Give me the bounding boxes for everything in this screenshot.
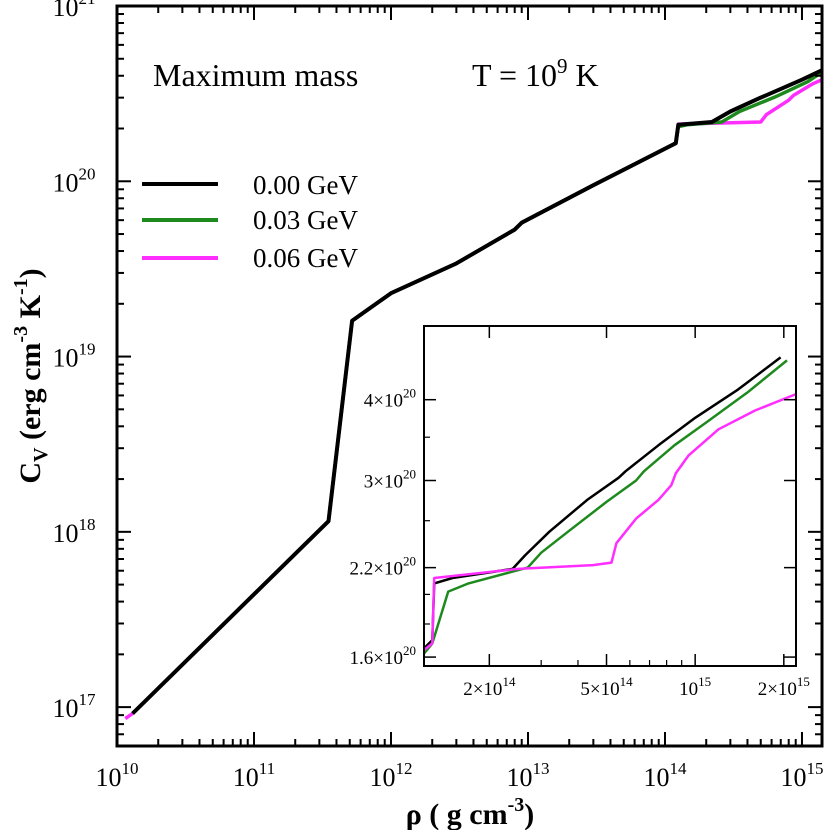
inset-y-tick-label-1-base: 2.2×10 — [350, 559, 403, 580]
x-tick-label-2: 1012 — [369, 759, 412, 792]
x-tick-label-0: 1010 — [96, 759, 139, 792]
inset-x-tick-label-3: 2×1015 — [758, 674, 810, 700]
legend-label-0: 0.00 GeV — [253, 170, 358, 200]
main-tick-labels: 1010 1011 1012 1013 1014 10151017101810191020… — [53, 0, 824, 792]
inset-y-tick-label-0-exp: 20 — [403, 643, 416, 658]
inset-y-tick-label-2: 3×1020 — [364, 467, 416, 493]
y-tick-label-4-exp: 21 — [79, 0, 96, 8]
x-tick-label-5-base: 10 — [780, 763, 806, 792]
y-tick-label-1: 1018 — [53, 515, 96, 548]
y-tick-label-4: 1021 — [53, 0, 96, 22]
y-tick-label-2-base: 10 — [53, 344, 79, 373]
x-tick-label-3-exp: 13 — [532, 759, 549, 778]
y-tick-label-3: 1020 — [53, 164, 96, 197]
inset-x-tick-label-2: 1015 — [679, 674, 711, 700]
y-tick-label-1-base: 10 — [53, 519, 79, 548]
x-tick-label-3-base: 10 — [506, 763, 532, 792]
y-tick-label-2: 1019 — [53, 340, 96, 373]
x-tick-label-5: 1015 — [780, 759, 823, 792]
x-tick-label-4-base: 10 — [643, 763, 669, 792]
y-axis-title-exp2: -1 — [10, 278, 32, 295]
x-axis-title-close: ) — [524, 798, 534, 830]
inset-x-tick-label-2-base: 10 — [679, 679, 698, 700]
inset-y-tick-label-2-base: 3×10 — [364, 472, 403, 493]
y-axis-title-main: C — [14, 462, 47, 484]
annotation-maximum-mass: Maximum mass — [153, 57, 358, 93]
annotation-temp-prefix: T = 10 — [472, 57, 557, 93]
x-tick-label-5-exp: 15 — [806, 759, 823, 778]
x-axis-title-exp: -3 — [508, 794, 525, 816]
inset-x-tick-label-3-base: 2×10 — [758, 679, 797, 700]
x-tick-label-1-base: 10 — [233, 763, 259, 792]
inset-series-line-2 — [423, 392, 797, 652]
legend-label-1: 0.03 GeV — [253, 205, 358, 235]
inset-series-line-1 — [423, 359, 788, 655]
main-plot: 1010 1011 1012 1013 1014 10151017101810191020… — [53, 0, 824, 792]
y-axis-title-mid: (erg cm — [14, 343, 47, 448]
inset-x-tick-label-0-exp: 14 — [502, 674, 516, 689]
x-tick-label-4: 1014 — [643, 759, 687, 792]
y-axis-title-exp1: -3 — [10, 326, 32, 343]
y-tick-label-2-exp: 19 — [79, 340, 96, 359]
y-tick-label-0-base: 10 — [53, 694, 79, 723]
legend: 0.00 GeV 0.03 GeV 0.06 GeV — [142, 170, 358, 273]
inset-x-tick-label-1: 5×1014 — [580, 674, 633, 700]
inset-x-tick-label-3-exp: 15 — [797, 674, 810, 689]
inset-y-tick-label-3: 4×1020 — [364, 386, 416, 412]
main-ticks — [116, 6, 822, 747]
inset-y-tick-label-0-base: 1.6×10 — [350, 648, 403, 669]
x-tick-label-4-exp: 14 — [669, 759, 687, 778]
y-tick-label-0-exp: 17 — [79, 690, 97, 709]
annotation-temperature: T = 109 K — [472, 54, 599, 93]
inset-x-tick-label-0-base: 2×10 — [463, 679, 502, 700]
y-tick-label-0: 1017 — [53, 690, 97, 723]
y-tick-label-4-base: 10 — [53, 0, 79, 22]
x-tick-label-0-base: 10 — [96, 763, 122, 792]
inset-y-tick-label-2-exp: 20 — [403, 467, 416, 482]
inset-y-tick-label-0: 1.6×1020 — [350, 643, 416, 669]
inset-frame — [423, 325, 797, 667]
x-tick-label-1: 1011 — [233, 759, 275, 792]
inset-y-tick-label-3-base: 4×10 — [364, 391, 403, 412]
annotation-temp-suffix: K — [568, 57, 599, 93]
legend-label-2: 0.06 GeV — [253, 243, 358, 273]
main-series-line-0 — [131, 68, 823, 715]
x-tick-label-1-exp: 11 — [259, 759, 275, 778]
y-axis-title-close: ) — [14, 268, 47, 278]
annotation-temp-exp: 9 — [557, 54, 568, 78]
x-tick-label-2-exp: 12 — [395, 759, 412, 778]
inset-x-tick-label-1-base: 5×10 — [580, 679, 619, 700]
main-series-group — [124, 68, 823, 721]
inset-series-line-0 — [423, 356, 782, 650]
inset-ticks — [424, 326, 796, 666]
y-tick-label-3-base: 10 — [53, 168, 79, 197]
y-tick-label-1-exp: 18 — [79, 515, 96, 534]
inset-series-group — [423, 356, 797, 655]
y-tick-label-3-exp: 20 — [79, 164, 96, 183]
inset-y-tick-label-1: 2.2×1020 — [350, 554, 416, 580]
y-axis-title-k: K — [14, 294, 47, 326]
x-tick-label-2-base: 10 — [369, 763, 395, 792]
inset-x-tick-label-2-exp: 15 — [698, 674, 711, 689]
x-axis-title: ρ ( g cm-3) — [406, 794, 535, 830]
inset-plot: 2×1014 5×1014 1015 2×10151.6×10202.2×10203×… — [350, 325, 810, 700]
inset-y-tick-label-1-exp: 20 — [403, 554, 416, 569]
x-axis-title-main: ρ ( g cm — [406, 798, 508, 830]
y-axis-title: CV (erg cm-3 K-1) — [10, 268, 52, 483]
main-plot-frame — [115, 4, 824, 748]
y-axis-title-sub: V — [30, 447, 52, 462]
x-tick-label-3: 1013 — [506, 759, 549, 792]
inset-x-tick-label-1-exp: 14 — [620, 674, 634, 689]
inset-background — [424, 326, 796, 666]
inset-y-tick-label-3-exp: 20 — [403, 386, 416, 401]
inset-tick-labels: 2×1014 5×1014 1015 2×10151.6×10202.2×10203×… — [350, 386, 810, 700]
inset-x-tick-label-0: 2×1014 — [463, 674, 516, 700]
x-tick-label-0-exp: 10 — [122, 759, 139, 778]
